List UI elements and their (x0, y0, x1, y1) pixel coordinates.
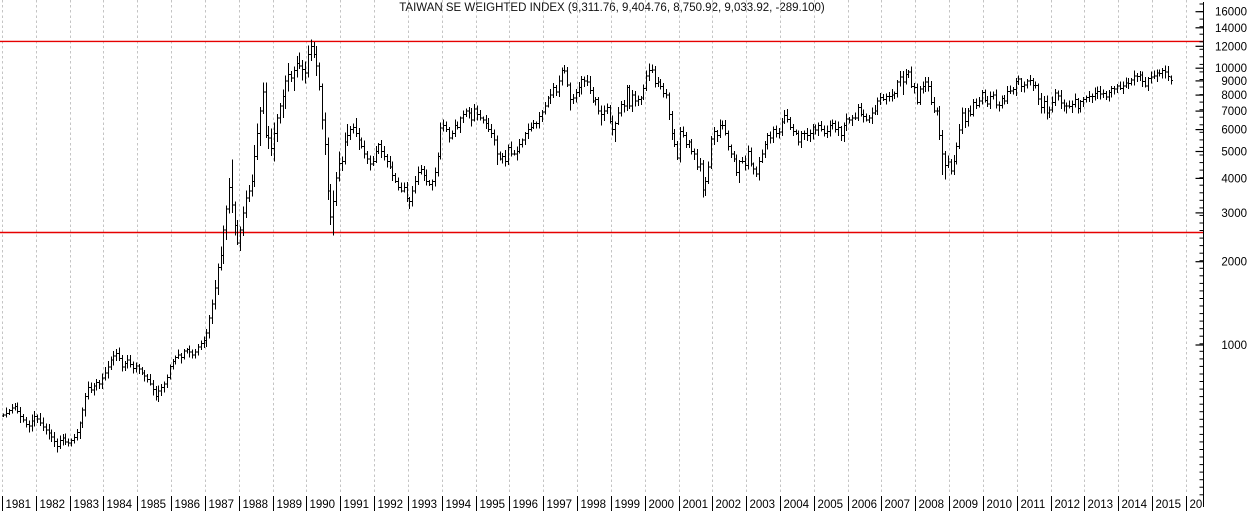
x-axis-label: 2015 (1156, 499, 1182, 511)
x-axis-label: 2002 (716, 499, 742, 511)
x-axis-label: 1982 (40, 499, 66, 511)
horizontal-trendlines[interactable] (0, 40, 1203, 234)
x-axis-label: 1994 (446, 499, 472, 511)
x-axis-label: 1986 (175, 499, 201, 511)
x-axis-label: 2003 (750, 499, 776, 511)
x-axis-label: 1984 (107, 499, 133, 511)
x-axis-label: 1996 (513, 499, 539, 511)
y-axis-label: 9000 (1221, 76, 1247, 88)
y-axis-label: 1000 (1221, 340, 1247, 352)
x-axis-label: 2013 (1088, 499, 1114, 511)
x-axis-label: 1997 (547, 499, 573, 511)
x-axis-label: 1999 (615, 499, 641, 511)
x-axis: 1981 1982 1983 1984 1985 1986 1987 1988 1989 1990… (2, 496, 1203, 511)
y-axis-label: 7000 (1221, 106, 1247, 118)
x-axis-label: 1991 (344, 499, 370, 511)
x-axis-label: 2012 (1055, 499, 1081, 511)
x-axis-label: 2001 (683, 499, 709, 511)
x-axis-label: 2010 (987, 499, 1013, 511)
x-axis-label: 1983 (74, 499, 100, 511)
y-axis-label: 16000 (1215, 7, 1247, 19)
x-axis-label: 20 (1190, 499, 1203, 511)
x-axis-label: 2014 (1122, 499, 1148, 511)
year-gridlines (2, 0, 1187, 494)
x-axis-label: 1981 (6, 499, 32, 511)
y-axis-label: 8000 (1221, 90, 1247, 102)
y-axis-label: 3000 (1221, 208, 1247, 220)
x-axis-label: 1992 (378, 499, 404, 511)
y-axis-label: 12000 (1215, 41, 1247, 53)
x-axis-label: 1993 (412, 499, 438, 511)
chart-title: TAIWAN SE WEIGHTED INDEX (9,311.76, 9,40… (399, 2, 825, 14)
x-axis-label: 1990 (310, 499, 336, 511)
ohlc-bars (2, 39, 1173, 453)
x-axis-label: 1995 (480, 499, 506, 511)
x-axis-label: 2000 (649, 499, 675, 511)
x-axis-label: 2006 (852, 499, 878, 511)
y-axis-label: 2000 (1221, 257, 1247, 269)
y-axis-label: 14000 (1215, 23, 1247, 35)
y-axis-label: 6000 (1221, 125, 1247, 137)
x-axis-label: 2011 (1021, 499, 1046, 511)
x-axis-label: 2004 (784, 499, 810, 511)
x-axis-label: 2009 (953, 499, 979, 511)
y-axis-label: 4000 (1221, 173, 1247, 185)
x-axis-label: 2007 (885, 499, 911, 511)
x-axis-label: 1988 (243, 499, 269, 511)
y-axis-label: 5000 (1221, 147, 1247, 159)
x-axis-label: 1987 (209, 499, 235, 511)
x-axis-label: 2008 (919, 499, 945, 511)
y-axis-label: 10000 (1215, 63, 1247, 75)
x-axis-label: 1985 (141, 499, 167, 511)
x-axis-label: 2005 (818, 499, 844, 511)
x-axis-label: 1989 (277, 499, 303, 511)
x-axis-label: 1998 (581, 499, 607, 511)
